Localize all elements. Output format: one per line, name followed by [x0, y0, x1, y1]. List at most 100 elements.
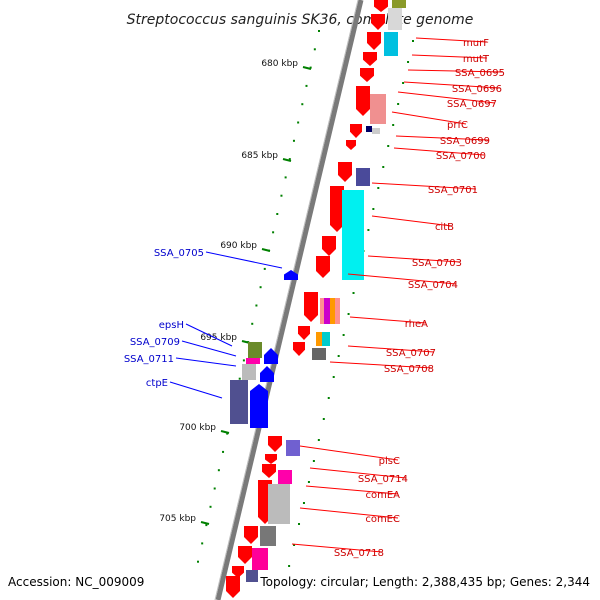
forward-cds-arrow [265, 454, 277, 464]
leader-line-ssa-0697 [397, 91, 496, 104]
forward-cds-arrow [338, 162, 352, 182]
cog-category-block [286, 440, 300, 456]
minor-tick [402, 82, 405, 84]
gene-label-plsc: plsC [379, 456, 400, 467]
minor-tick [255, 304, 258, 307]
minor-tick [226, 432, 229, 435]
reverse-cds-arrow [264, 348, 278, 364]
minor-tick [313, 48, 316, 51]
gene-label-ssa-0708: SSA_0708 [384, 364, 434, 375]
major-tick-680 [302, 66, 312, 70]
leader-line-ssa-0696 [403, 81, 501, 89]
forward-cds-arrow [316, 256, 330, 278]
cog-category-block [324, 298, 330, 324]
gene-label-ssa-0701: SSA_0701 [428, 185, 478, 196]
gene-label-comec: comEC [365, 514, 400, 525]
cog-category-block [252, 548, 268, 570]
cog-category-block [242, 364, 256, 380]
gene-label-ssa-0696: SSA_0696 [452, 84, 502, 95]
gene-label-prfc: prfC [447, 120, 468, 131]
leader-line-ssa-0718 [291, 543, 383, 553]
minor-tick [372, 208, 375, 210]
leader-line-ctpe [169, 381, 223, 399]
minor-tick [302, 502, 305, 504]
reverse-cds-arrow [250, 384, 268, 428]
minor-tick [288, 565, 291, 567]
cog-category-block [392, 0, 406, 8]
cog-category-block [342, 190, 364, 280]
minor-tick [209, 505, 212, 508]
gene-label-ssa-0697: SSA_0697 [447, 99, 497, 110]
minor-tick [222, 450, 225, 453]
minor-tick [205, 524, 208, 527]
leader-line-rhea [349, 316, 427, 324]
leader-line-comec [299, 507, 399, 519]
gene-label-ssa-0709: SSA_0709 [130, 337, 180, 348]
gene-label-ssa-0705: SSA_0705 [154, 248, 204, 259]
forward-cds-arrow [374, 0, 388, 12]
cog-category-block [230, 380, 248, 424]
forward-cds-arrow [371, 14, 385, 30]
forward-cds-arrow [268, 436, 282, 452]
minor-tick [276, 213, 279, 215]
minor-tick [298, 523, 301, 525]
minor-tick [332, 376, 335, 378]
gene-label-ssa-0704: SSA_0704 [408, 280, 458, 291]
forward-gene-labels: murF mutT SSA_0695 SSA_0696 SSA_0697 prfC SSA_… [291, 37, 505, 559]
leader-line-ssa-0705 [205, 251, 283, 269]
forward-cds-arrow [367, 32, 381, 50]
minor-tick [305, 84, 308, 87]
minor-tick [272, 231, 275, 234]
tick-label-685: 685 kbp [241, 151, 278, 161]
gene-label-rhea: rheA [405, 319, 428, 330]
major-tick-685 [282, 158, 292, 162]
forward-cds-arrow [363, 52, 377, 66]
forward-cds-arrow [304, 292, 318, 322]
minor-tick [284, 176, 287, 179]
leader-line-comea [305, 485, 399, 495]
cog-category-block [388, 8, 402, 30]
forward-cds-arrow [238, 546, 252, 564]
cog-category-block [356, 168, 370, 186]
leader-line-ssa-0709 [181, 340, 237, 357]
cog-category-block [248, 342, 262, 358]
tick-label-680: 680 kbp [261, 59, 298, 69]
leader-line-ssa-0707 [347, 345, 435, 353]
leader-line-epsh [185, 323, 233, 347]
minor-tick [377, 187, 380, 189]
minor-tick [307, 481, 310, 483]
cog-category-block [322, 332, 330, 346]
minor-tick [322, 418, 325, 420]
minor-tick [267, 249, 270, 252]
leader-line-murf [415, 37, 488, 43]
minor-tick [382, 166, 385, 168]
gene-label-citb: citB [435, 222, 454, 233]
leader-line-prfc [391, 111, 467, 125]
minor-tick [337, 355, 340, 357]
minor-tick [342, 334, 345, 336]
leader-line-ssa-0704 [347, 273, 457, 285]
minor-tick [293, 544, 296, 546]
cog-category-block [370, 94, 386, 124]
minor-tick [217, 469, 220, 472]
minor-tick [309, 66, 312, 69]
minor-tick [242, 359, 245, 362]
gene-label-ctpe: ctpE [146, 378, 168, 389]
cog-category-block [316, 332, 324, 346]
forward-cds-arrow [298, 326, 310, 340]
minor-tick [392, 124, 395, 126]
leader-line-ssa-0708 [329, 361, 433, 369]
forward-cds-arrow [350, 124, 362, 138]
minor-tick [263, 267, 266, 270]
minor-tick [238, 377, 241, 380]
cog-category-block [330, 298, 335, 324]
reverse-cds-arrow [284, 270, 298, 280]
leader-line-ssa-0700 [393, 147, 485, 156]
leader-line-plsc [299, 445, 399, 461]
minor-tick [327, 397, 330, 399]
minor-tick [301, 103, 304, 106]
cog-category-block [246, 358, 260, 364]
leader-line-ssa-0701 [371, 182, 477, 190]
gene-label-murf: murF [463, 38, 489, 49]
minor-tick [317, 439, 320, 441]
